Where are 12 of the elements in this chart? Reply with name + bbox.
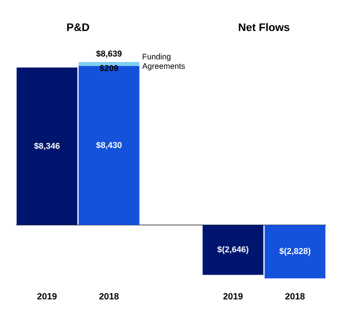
x-tick-label: 2018	[285, 293, 305, 300]
data-label: $8,346	[34, 142, 60, 150]
data-label: $8,430	[96, 142, 122, 150]
total-label: $8,639	[96, 50, 122, 58]
chart-title: P&D	[67, 23, 90, 32]
x-tick-label: 2019	[223, 293, 243, 300]
data-label: $(2,646)	[217, 246, 248, 254]
data-label: $209	[100, 64, 118, 72]
chart-title: Net Flows	[238, 23, 290, 32]
x-tick-label: 2019	[37, 293, 57, 300]
data-label: $(2,828)	[279, 248, 310, 256]
x-tick-label: 2018	[99, 293, 119, 300]
